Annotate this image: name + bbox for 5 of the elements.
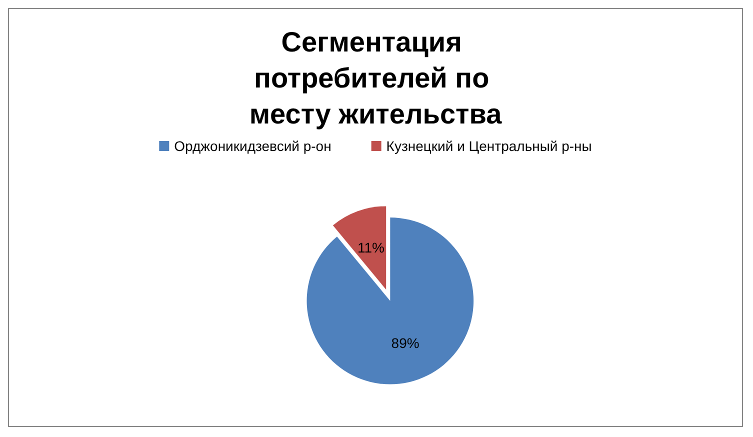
chart-title: Сегментация потребителей по месту жительства <box>249 26 502 130</box>
legend-label: Орджоникидзевсий р-он <box>174 138 332 154</box>
data-label: 89% <box>391 334 420 351</box>
legend-label: Кузнецкий и Центральный р-ны <box>386 138 592 154</box>
data-label: 11% <box>357 240 384 256</box>
